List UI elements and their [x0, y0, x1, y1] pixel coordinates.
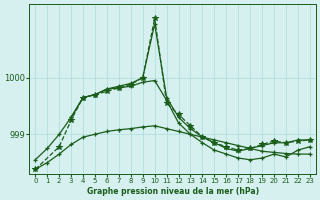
X-axis label: Graphe pression niveau de la mer (hPa): Graphe pression niveau de la mer (hPa): [86, 187, 259, 196]
